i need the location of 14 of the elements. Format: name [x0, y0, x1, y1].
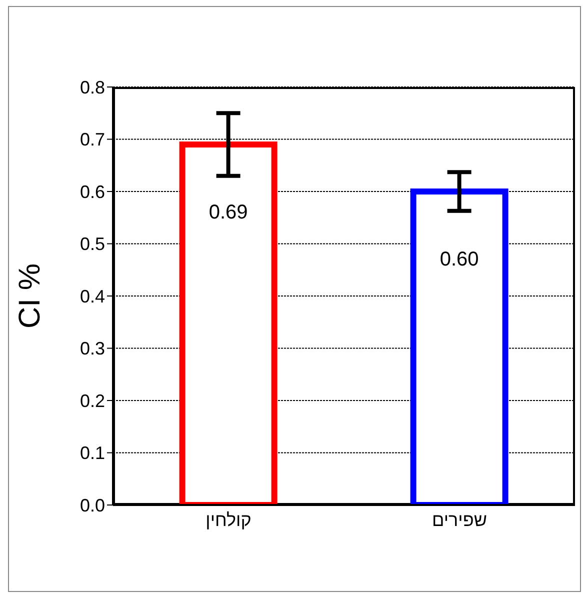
- y-tick-label: 0.3: [80, 338, 105, 359]
- y-tick-label: 0.4: [80, 286, 105, 306]
- y-tick-label: 0.6: [80, 182, 105, 202]
- y-tick-label: 0.1: [80, 443, 105, 464]
- x-tick-label: שפירים: [432, 510, 487, 530]
- x-tick-label: קולחין: [206, 510, 252, 530]
- data-label: 0.69: [208, 202, 248, 224]
- y-tick-label: 0.7: [80, 130, 105, 150]
- y-tick-label: 0.0: [80, 495, 105, 516]
- y-tick-label: 0.2: [80, 390, 105, 411]
- y-tick-label: 0.8: [80, 77, 105, 98]
- data-label: 0.60: [440, 248, 479, 271]
- y-tick-label: 0.5: [80, 234, 105, 254]
- y-axis-title: CI %: [13, 263, 47, 329]
